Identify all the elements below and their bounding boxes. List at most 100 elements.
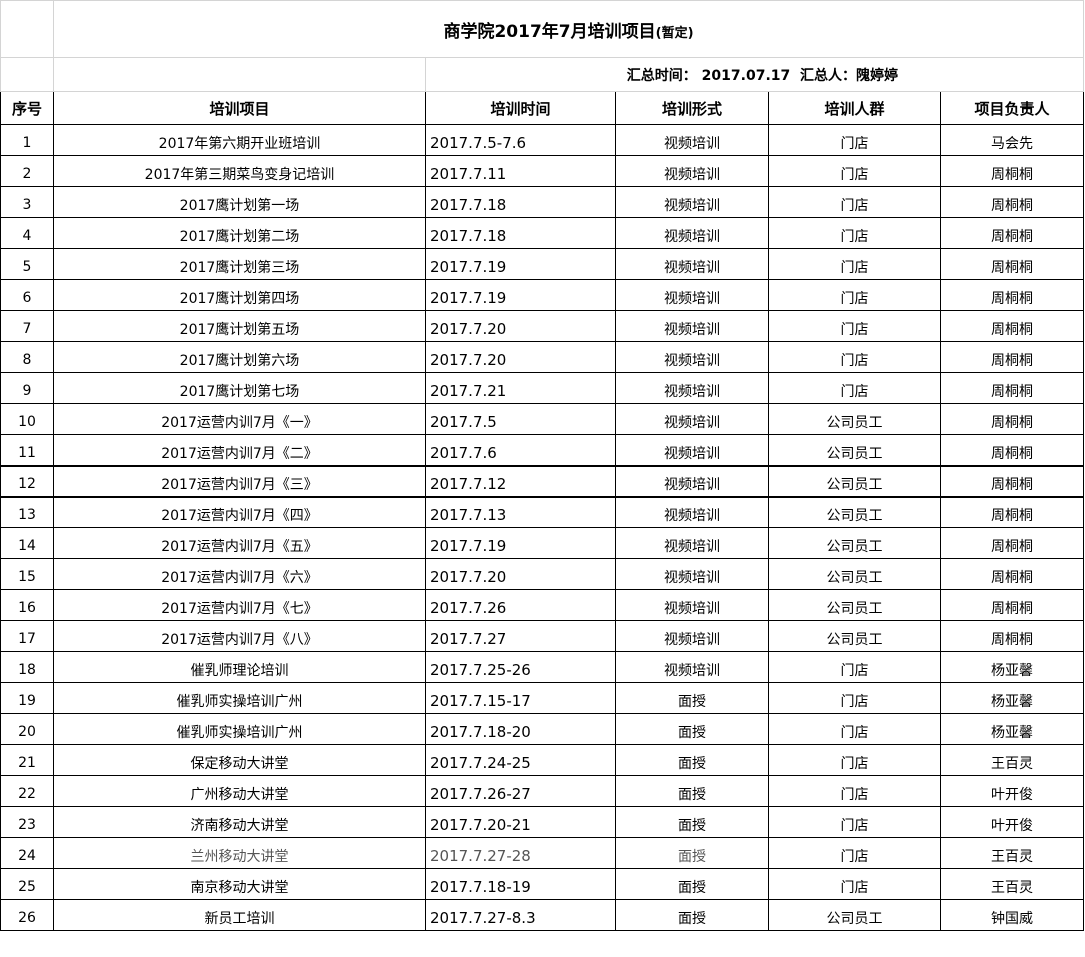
cell-audience[interactable]: 门店 xyxy=(768,310,941,342)
cell-format[interactable]: 面授 xyxy=(615,899,769,931)
cell-owner[interactable]: 叶开俊 xyxy=(940,775,1084,807)
cell-audience[interactable]: 门店 xyxy=(768,248,941,280)
cell-format[interactable]: 视频培训 xyxy=(615,496,769,528)
cell-date[interactable]: 2017.7.25-26 xyxy=(425,651,616,683)
cell-owner[interactable]: 王百灵 xyxy=(940,837,1084,869)
cell-audience[interactable]: 公司员工 xyxy=(768,496,941,528)
sheet-title[interactable]: 商学院2017年7月培训项目(暂定) xyxy=(53,0,1084,58)
cell-date[interactable]: 2017.7.19 xyxy=(425,279,616,311)
header-date[interactable]: 培训时间 xyxy=(425,91,616,125)
cell-seq[interactable]: 4 xyxy=(0,217,54,249)
cell-project[interactable]: 2017鹰计划第一场 xyxy=(53,186,426,218)
cell-seq[interactable]: 12 xyxy=(0,464,54,498)
cell-blank[interactable] xyxy=(0,57,54,92)
cell-owner[interactable]: 周桐桐 xyxy=(940,589,1084,621)
cell-project[interactable]: 2017运营内训7月《三》 xyxy=(53,464,426,498)
cell-audience[interactable]: 门店 xyxy=(768,806,941,838)
header-audience[interactable]: 培训人群 xyxy=(768,91,941,125)
cell-audience[interactable]: 门店 xyxy=(768,217,941,249)
cell-project[interactable]: 保定移动大讲堂 xyxy=(53,744,426,776)
cell-format[interactable]: 视频培训 xyxy=(615,310,769,342)
cell-project[interactable]: 催乳师理论培训 xyxy=(53,651,426,683)
cell-owner[interactable]: 叶开俊 xyxy=(940,806,1084,838)
cell-date[interactable]: 2017.7.19 xyxy=(425,248,616,280)
cell-seq[interactable]: 16 xyxy=(0,589,54,621)
cell-audience[interactable]: 门店 xyxy=(768,713,941,745)
cell-owner[interactable]: 周桐桐 xyxy=(940,372,1084,404)
cell-date[interactable]: 2017.7.15-17 xyxy=(425,682,616,714)
cell-owner[interactable]: 周桐桐 xyxy=(940,527,1084,559)
cell-seq[interactable]: 17 xyxy=(0,620,54,652)
cell-format[interactable]: 视频培训 xyxy=(615,464,769,498)
cell-seq[interactable]: 7 xyxy=(0,310,54,342)
cell-audience[interactable]: 公司员工 xyxy=(768,434,941,466)
cell-date[interactable]: 2017.7.19 xyxy=(425,527,616,559)
cell-date[interactable]: 2017.7.11 xyxy=(425,155,616,187)
cell-format[interactable]: 视频培训 xyxy=(615,124,769,156)
cell-date[interactable]: 2017.7.21 xyxy=(425,372,616,404)
cell-date[interactable]: 2017.7.18-20 xyxy=(425,713,616,745)
cell-date[interactable]: 2017.7.18 xyxy=(425,186,616,218)
cell-audience[interactable]: 门店 xyxy=(768,868,941,900)
cell-audience[interactable]: 公司员工 xyxy=(768,527,941,559)
cell-project[interactable]: 2017运营内训7月《七》 xyxy=(53,589,426,621)
cell-seq[interactable]: 13 xyxy=(0,496,54,528)
cell-owner[interactable]: 周桐桐 xyxy=(940,558,1084,590)
cell-format[interactable]: 视频培训 xyxy=(615,186,769,218)
cell-blank[interactable] xyxy=(0,0,54,58)
cell-audience[interactable]: 门店 xyxy=(768,651,941,683)
cell-date[interactable]: 2017.7.20 xyxy=(425,558,616,590)
cell-date[interactable]: 2017.7.26-27 xyxy=(425,775,616,807)
cell-date[interactable]: 2017.7.18 xyxy=(425,217,616,249)
cell-format[interactable]: 视频培训 xyxy=(615,279,769,311)
cell-date[interactable]: 2017.7.27 xyxy=(425,620,616,652)
cell-owner[interactable]: 周桐桐 xyxy=(940,434,1084,466)
cell-audience[interactable]: 门店 xyxy=(768,186,941,218)
cell-audience[interactable]: 公司员工 xyxy=(768,558,941,590)
cell-format[interactable]: 视频培训 xyxy=(615,651,769,683)
cell-date[interactable]: 2017.7.12 xyxy=(425,464,616,498)
cell-project[interactable]: 催乳师实操培训广州 xyxy=(53,682,426,714)
cell-date[interactable]: 2017.7.20 xyxy=(425,341,616,373)
cell-project[interactable]: 2017年第三期菜鸟变身记培训 xyxy=(53,155,426,187)
cell-format[interactable]: 面授 xyxy=(615,775,769,807)
cell-seq[interactable]: 20 xyxy=(0,713,54,745)
cell-format[interactable]: 面授 xyxy=(615,837,769,869)
cell-owner[interactable]: 周桐桐 xyxy=(940,341,1084,373)
cell-format[interactable]: 视频培训 xyxy=(615,248,769,280)
cell-owner[interactable]: 周桐桐 xyxy=(940,155,1084,187)
cell-owner[interactable]: 杨亚馨 xyxy=(940,682,1084,714)
cell-format[interactable]: 视频培训 xyxy=(615,217,769,249)
cell-date[interactable]: 2017.7.5 xyxy=(425,403,616,435)
cell-project[interactable]: 新员工培训 xyxy=(53,899,426,931)
cell-owner[interactable]: 周桐桐 xyxy=(940,186,1084,218)
cell-seq[interactable]: 19 xyxy=(0,682,54,714)
cell-project[interactable]: 2017鹰计划第六场 xyxy=(53,341,426,373)
cell-audience[interactable]: 门店 xyxy=(768,155,941,187)
cell-format[interactable]: 面授 xyxy=(615,744,769,776)
cell-seq[interactable]: 15 xyxy=(0,558,54,590)
cell-date[interactable]: 2017.7.5-7.6 xyxy=(425,124,616,156)
cell-format[interactable]: 面授 xyxy=(615,806,769,838)
cell-project[interactable]: 2017鹰计划第二场 xyxy=(53,217,426,249)
cell-owner[interactable]: 周桐桐 xyxy=(940,248,1084,280)
cell-project[interactable]: 2017运营内训7月《二》 xyxy=(53,434,426,466)
cell-project[interactable]: 2017运营内训7月《五》 xyxy=(53,527,426,559)
cell-seq[interactable]: 2 xyxy=(0,155,54,187)
cell-format[interactable]: 视频培训 xyxy=(615,403,769,435)
cell-project[interactable]: 2017鹰计划第五场 xyxy=(53,310,426,342)
cell-audience[interactable]: 门店 xyxy=(768,372,941,404)
cell-seq[interactable]: 25 xyxy=(0,868,54,900)
cell-date[interactable]: 2017.7.26 xyxy=(425,589,616,621)
cell-audience[interactable]: 公司员工 xyxy=(768,464,941,498)
cell-date[interactable]: 2017.7.13 xyxy=(425,496,616,528)
cell-owner[interactable]: 周桐桐 xyxy=(940,217,1084,249)
cell-seq[interactable]: 26 xyxy=(0,899,54,931)
cell-format[interactable]: 视频培训 xyxy=(615,434,769,466)
cell-owner[interactable]: 马会先 xyxy=(940,124,1084,156)
cell-audience[interactable]: 公司员工 xyxy=(768,899,941,931)
cell-date[interactable]: 2017.7.24-25 xyxy=(425,744,616,776)
cell-date[interactable]: 2017.7.27-8.3 xyxy=(425,899,616,931)
cell-format[interactable]: 视频培训 xyxy=(615,372,769,404)
cell-project[interactable]: 催乳师实操培训广州 xyxy=(53,713,426,745)
